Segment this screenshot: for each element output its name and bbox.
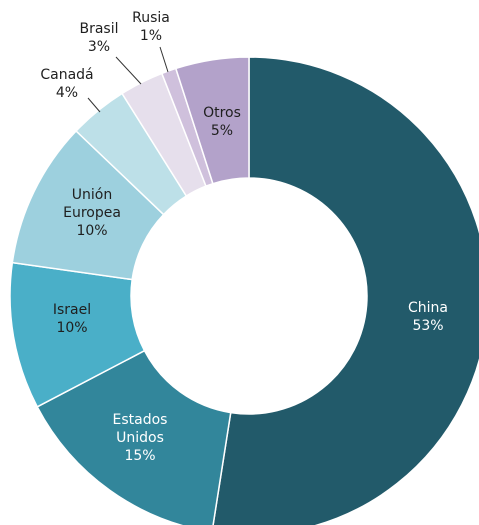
slice-label-china: China 53%	[408, 300, 448, 334]
slice-name-estados-unidos: Estados	[113, 412, 168, 428]
slice-label-rusia: Rusia 1%	[132, 10, 170, 44]
slice-value-rusia: 1%	[140, 28, 162, 44]
slice-name-rusia: Rusia	[132, 10, 170, 26]
slice-name-canada: Canadá	[40, 67, 93, 83]
slice-value-union-europea: 10%	[76, 223, 107, 239]
slice-name-brasil: Brasil	[79, 21, 118, 37]
slice-label-otros: Otros 5%	[203, 105, 241, 139]
leader-line-brasil	[115, 56, 142, 85]
slice-value-brasil: 3%	[88, 39, 110, 55]
slice-estados-unidos	[36, 349, 232, 525]
slice-name-israel: Israel	[53, 302, 91, 318]
leader-lines	[87, 46, 169, 113]
slice-name-otros: Otros	[203, 105, 241, 121]
slice-value-otros: 5%	[211, 123, 233, 139]
slice-name-china: China	[408, 300, 448, 316]
slice-labels: China 53% Estados Unidos 15% Israel 10% Unión Eu…	[40, 10, 448, 464]
slice-label-estados-unidos: Estados Unidos 15%	[113, 412, 168, 464]
slice-label-brasil: Brasil 3%	[79, 21, 118, 55]
slice-value-estados-unidos: 15%	[124, 448, 155, 464]
slice-value-canada: 4%	[56, 85, 78, 101]
slice-name-union-europea: Unión	[72, 187, 112, 203]
slice-value-china: 53%	[412, 318, 443, 334]
leader-line-canada	[87, 97, 101, 113]
slice-label-canada: Canadá 4%	[40, 67, 93, 101]
slice-name-estados-unidos: Unidos	[116, 430, 164, 446]
slice-china	[212, 56, 479, 525]
slice-value-israel: 10%	[56, 320, 87, 336]
slice-label-union-europea: Unión Europea 10%	[63, 187, 121, 239]
slice-label-israel: Israel 10%	[53, 302, 91, 336]
slice-name-union-europea: Europea	[63, 205, 121, 221]
donut-slices	[9, 56, 479, 525]
slice-otros	[174, 56, 250, 185]
leader-line-rusia	[159, 46, 169, 73]
